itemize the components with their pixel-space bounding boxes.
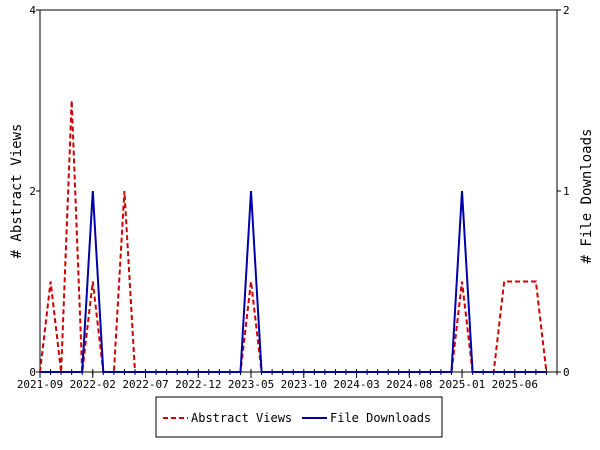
x-tick-label: 2025-06 [492, 378, 538, 391]
y-axis-left: 0 2 4 [29, 4, 40, 379]
y-axis-right-label: # File Downloads [579, 129, 595, 264]
x-tick-label: 2024-08 [386, 378, 432, 391]
y-left-tick-label: 0 [29, 366, 36, 379]
x-tick-label: 2022-12 [175, 378, 221, 391]
series-line-file-downloads [40, 190, 547, 373]
series-layer [39, 100, 548, 373]
x-tick-label: 2023-10 [281, 378, 327, 391]
y-right-tick-label: 0 [563, 366, 570, 379]
x-tick-label: 2022-02 [70, 378, 116, 391]
x-tick-label: 2025-01 [439, 378, 485, 391]
y-left-tick-label: 4 [29, 4, 36, 17]
legend-label-file-downloads: File Downloads [330, 411, 431, 425]
y-right-tick-label: 2 [563, 4, 570, 17]
x-axis: 2021-09 2022-02 2022-07 2022-12 2023-05 2023-… [17, 369, 558, 391]
y-right-tick-label: 1 [563, 185, 570, 198]
legend-label-abstract-views: Abstract Views [191, 411, 292, 425]
y-axis-left-label: # Abstract Views [9, 124, 25, 259]
y-axis-right: 0 1 2 [557, 4, 570, 379]
x-tick-label: 2023-05 [228, 378, 274, 391]
x-tick-label: 2022-07 [122, 378, 168, 391]
y-left-tick-label: 2 [29, 185, 36, 198]
legend-box [155, 396, 443, 438]
x-tick-label: 2024-03 [333, 378, 379, 391]
legend: Abstract Views File Downloads [155, 396, 443, 438]
x-tick-label: 2021-09 [17, 378, 63, 391]
